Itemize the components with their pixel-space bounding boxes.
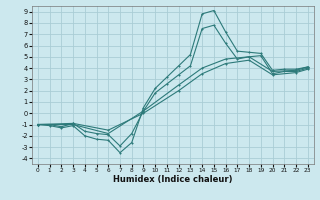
X-axis label: Humidex (Indice chaleur): Humidex (Indice chaleur) — [113, 175, 233, 184]
